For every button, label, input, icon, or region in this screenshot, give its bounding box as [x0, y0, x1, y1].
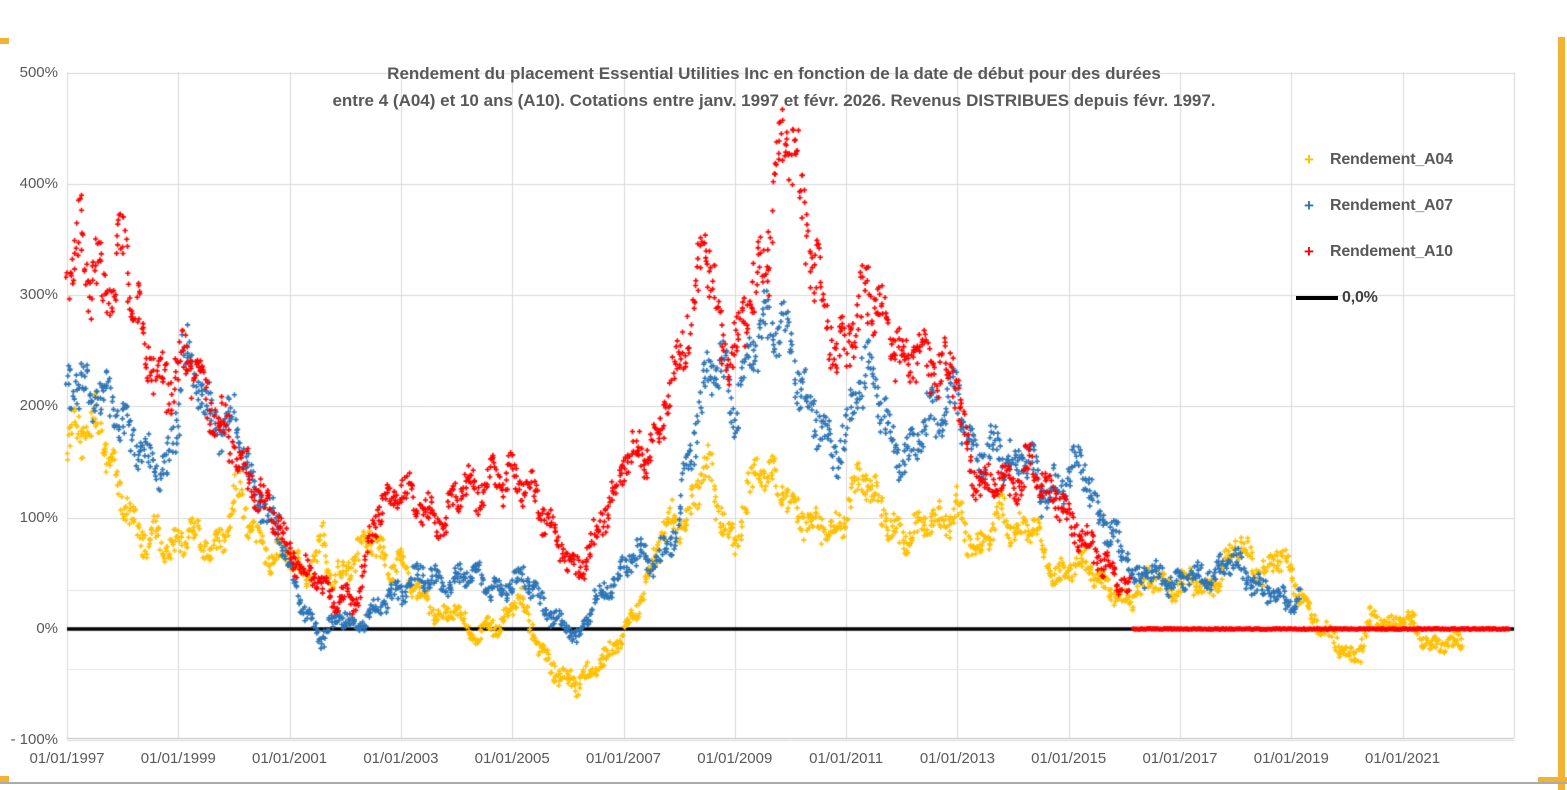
x-tick-label: 01/01/2011 — [809, 750, 884, 767]
gold-accent-bottom-left — [0, 776, 9, 782]
y-tick-label: 400% — [19, 174, 58, 192]
x-tick-label: 01/01/2019 — [1253, 750, 1329, 767]
x-tick-label: 01/01/2013 — [919, 750, 995, 767]
gold-accent-top-left — [0, 38, 9, 44]
legend-item-a07[interactable]: + Rendement_A07 — [1296, 194, 1453, 218]
legend-item-a04[interactable]: + Rendement_A04 — [1296, 148, 1453, 172]
x-tick-label: 01/01/2015 — [1031, 750, 1107, 767]
x-tick-label: 01/01/2009 — [697, 750, 773, 767]
y-tick-label: 500% — [19, 63, 58, 81]
x-tick-label: 01/01/1997 — [29, 750, 105, 767]
legend-label: Rendement_A04 — [1330, 151, 1453, 168]
y-tick-label: - 100% — [10, 731, 58, 749]
legend-label: 0,0% — [1342, 289, 1378, 306]
window-bottom-border — [0, 782, 1567, 784]
chart-title: Rendement du placement Essential Utiliti… — [184, 60, 1364, 114]
y-tick-label: 100% — [19, 508, 58, 526]
x-tick-label: 01/01/2001 — [252, 750, 328, 767]
black-line-icon — [1296, 296, 1338, 300]
legend-item-a10[interactable]: + Rendement_A10 — [1296, 240, 1453, 264]
x-tick-label: 01/01/2021 — [1365, 750, 1441, 767]
plus-marker-icon: + — [1304, 150, 1314, 169]
legend-item-baseline[interactable]: 0,0% — [1296, 286, 1378, 310]
x-tick-label: 01/01/2017 — [1142, 750, 1218, 767]
x-tick-label: 01/01/2003 — [363, 750, 439, 767]
x-tick-label: 01/01/2007 — [585, 750, 662, 767]
plus-marker-icon: + — [1304, 196, 1314, 215]
y-tick-label: 200% — [19, 397, 58, 415]
y-tick-label: 0% — [36, 620, 58, 637]
legend-label: Rendement_A10 — [1330, 243, 1453, 260]
chart-title-line1: Rendement du placement Essential Utiliti… — [387, 64, 1161, 83]
plus-marker-icon: + — [1304, 242, 1314, 261]
gold-accent-right-edge[interactable] — [1558, 37, 1565, 790]
x-tick-label: 01/01/2005 — [474, 750, 550, 767]
gold-accent-corner-handle[interactable] — [1538, 777, 1567, 784]
x-tick-label: 01/01/1999 — [140, 750, 216, 767]
legend-label: Rendement_A07 — [1330, 197, 1453, 214]
y-tick-label: 300% — [19, 286, 58, 304]
chart-title-line2: entre 4 (A04) et 10 ans (A10). Cotations… — [332, 91, 1216, 110]
